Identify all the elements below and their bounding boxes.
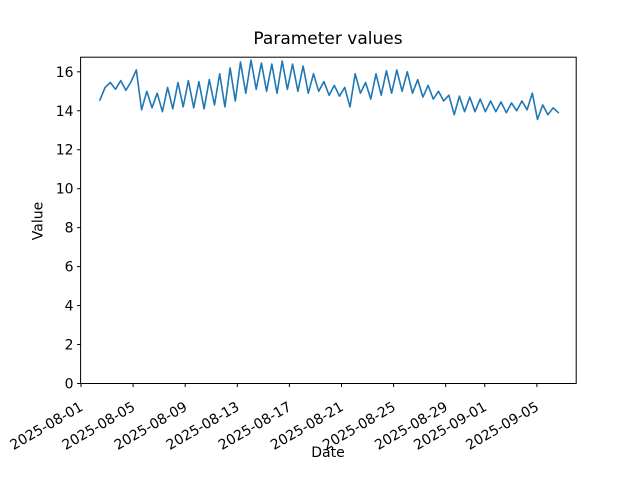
y-tick-label: 14	[56, 104, 74, 120]
chart-title: Parameter values	[253, 29, 403, 49]
y-tick-label: 0	[65, 377, 74, 393]
y-tick-label: 4	[65, 299, 74, 315]
y-tick-label: 12	[56, 143, 74, 159]
x-axis-label: Date	[311, 445, 345, 461]
y-tick-label: 2	[65, 338, 74, 354]
axes-frame	[80, 56, 577, 384]
y-tick-label: 16	[56, 65, 74, 81]
data-line	[99, 59, 560, 121]
y-tick-label: 6	[65, 260, 74, 276]
y-axis-label: Value	[30, 201, 47, 241]
y-tick-label: 8	[65, 221, 74, 237]
y-tick-label: 10	[56, 182, 74, 198]
